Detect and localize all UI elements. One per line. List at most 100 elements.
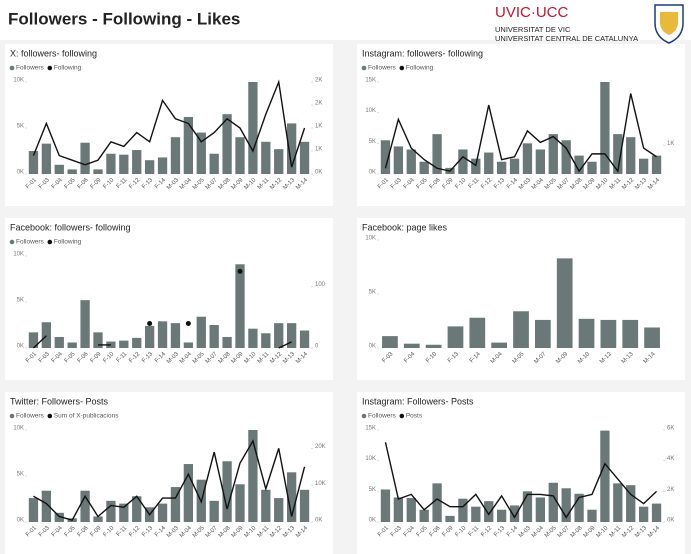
- bar: [119, 503, 129, 522]
- bar: [67, 169, 77, 174]
- panel: [5, 218, 333, 380]
- bar: [458, 149, 468, 174]
- y-tick-label: 10K: [13, 252, 24, 258]
- bar: [170, 137, 181, 174]
- legend-label: Following: [54, 239, 82, 246]
- bar: [144, 325, 155, 348]
- y2-tick-label: 20K: [315, 444, 326, 450]
- bar: [425, 344, 442, 348]
- y-tick-label: 0K: [17, 344, 24, 350]
- bar: [432, 483, 442, 522]
- series-line: [32, 335, 47, 349]
- bar: [144, 160, 155, 174]
- logo-line: UNIVERSITAT CENTRAL DE CATALUNYA: [495, 34, 638, 43]
- bar: [170, 487, 181, 522]
- bar: [183, 464, 194, 522]
- bar: [447, 326, 464, 348]
- bar: [380, 140, 391, 174]
- bar: [393, 146, 404, 174]
- bar: [445, 515, 455, 522]
- bar: [286, 472, 297, 522]
- bar: [469, 317, 486, 348]
- y-tick-label: 10K: [13, 426, 24, 432]
- bar: [67, 342, 77, 348]
- y2-tick-label: 10K: [315, 481, 326, 487]
- y2-tick-label: 0K: [315, 170, 322, 176]
- legend-label: Followers: [368, 413, 397, 420]
- bar: [419, 161, 429, 174]
- series-line: [278, 341, 292, 349]
- bar: [556, 258, 573, 348]
- legend-dot: [361, 65, 367, 71]
- series-line: [384, 442, 658, 519]
- bar: [535, 149, 546, 174]
- bar: [299, 330, 310, 348]
- y-tick-label: 15K: [365, 78, 376, 84]
- line-point: [185, 320, 191, 326]
- y2-tick-label: 1K: [315, 147, 322, 153]
- bar: [235, 264, 245, 348]
- y2-tick-label: 4K: [667, 456, 674, 462]
- bar: [651, 155, 662, 174]
- bar: [28, 151, 39, 174]
- y-tick-label: 0K: [369, 518, 376, 524]
- bar: [600, 82, 610, 174]
- bar: [183, 116, 194, 174]
- legend-label: Followers: [16, 65, 45, 72]
- bar: [54, 336, 64, 348]
- bar: [41, 322, 52, 348]
- bar: [638, 158, 649, 174]
- bar: [235, 137, 245, 174]
- y2-tick-label: 0K: [315, 518, 322, 524]
- header-bg: [0, 0, 691, 40]
- bar: [119, 340, 129, 348]
- panel-title: X: followers- following: [10, 48, 97, 58]
- bar: [196, 132, 206, 174]
- bar: [613, 483, 623, 522]
- bar: [248, 82, 258, 174]
- y2-tick-label: 0: [315, 344, 319, 350]
- series-line: [384, 93, 657, 173]
- y-tick-label: 5K: [369, 487, 376, 493]
- bar: [209, 500, 219, 522]
- bar: [626, 137, 636, 174]
- bar: [548, 134, 558, 174]
- bar: [132, 496, 142, 522]
- legend-label: Followers: [368, 65, 397, 72]
- logo-line: UNIVERSITAT DE VIC: [495, 25, 571, 34]
- bar: [651, 503, 662, 522]
- bar: [286, 323, 297, 348]
- bar: [509, 158, 520, 174]
- y2-tick-label: 1K: [667, 141, 674, 147]
- bar: [509, 505, 520, 522]
- y-tick-label: 15K: [365, 426, 376, 432]
- series-line: [33, 439, 306, 521]
- panel: [5, 44, 333, 206]
- bar: [261, 141, 271, 174]
- y2-tick-label: 2K: [315, 101, 322, 107]
- bar: [548, 482, 558, 522]
- bar: [535, 497, 546, 522]
- y2-tick-label: 0K: [667, 518, 674, 524]
- bar: [458, 498, 468, 522]
- bar: [119, 154, 129, 174]
- bar: [286, 123, 297, 174]
- bar: [157, 503, 168, 522]
- y-tick-label: 0K: [369, 344, 376, 350]
- bar: [406, 498, 416, 522]
- legend-dot: [47, 65, 53, 71]
- bar: [80, 300, 90, 348]
- panel: [5, 392, 333, 554]
- y-tick-label: 10K: [13, 78, 24, 84]
- bar: [157, 157, 168, 174]
- bar: [274, 149, 284, 174]
- bar: [183, 342, 194, 348]
- bar: [600, 430, 610, 522]
- panel-title: Instagram: followers- following: [362, 48, 483, 58]
- line-point: [237, 268, 243, 274]
- bar: [261, 489, 271, 522]
- legend-label: Following: [406, 65, 434, 72]
- y-tick-label: 5K: [17, 298, 24, 304]
- y2-tick-label: 2K: [315, 78, 322, 84]
- bar: [471, 158, 481, 174]
